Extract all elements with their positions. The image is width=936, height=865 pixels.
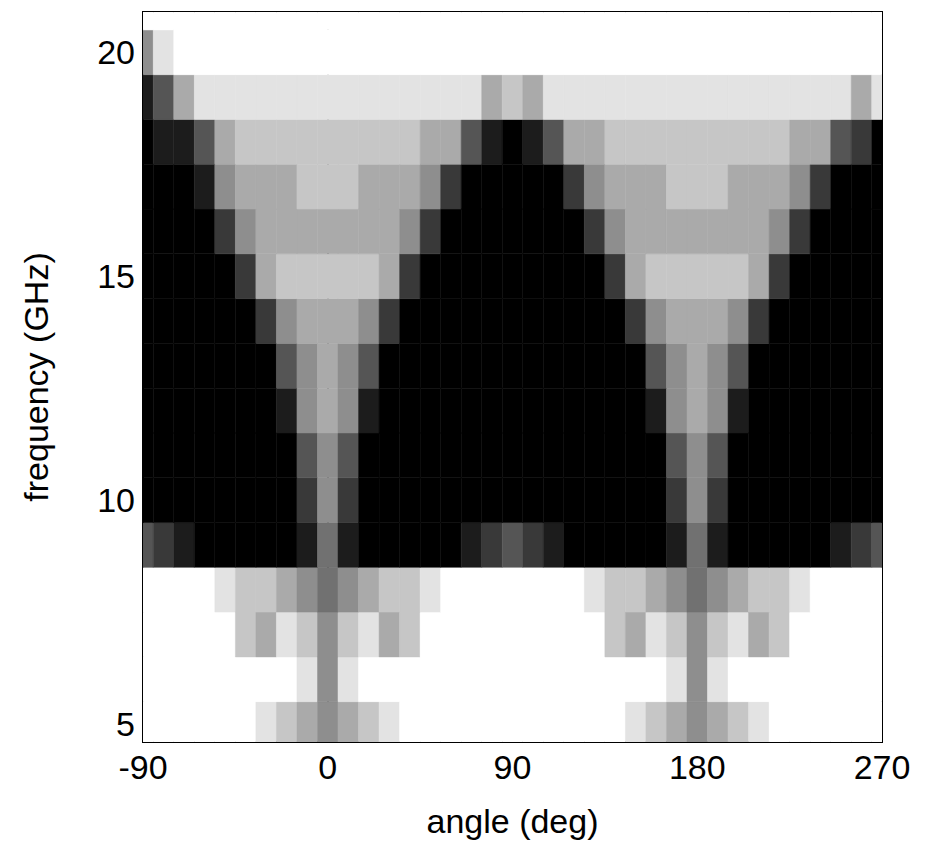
svg-text:-90: -90	[118, 748, 167, 786]
svg-text:15: 15	[97, 257, 135, 295]
svg-text:90: 90	[494, 748, 532, 786]
svg-text:angle (deg): angle (deg)	[426, 802, 598, 840]
svg-text:0: 0	[318, 748, 337, 786]
svg-text:20: 20	[97, 33, 135, 71]
svg-text:10: 10	[97, 481, 135, 519]
svg-text:frequency (GHz): frequency (GHz)	[17, 252, 55, 501]
svg-text:180: 180	[669, 748, 726, 786]
svg-text:5: 5	[116, 705, 135, 743]
svg-text:270: 270	[854, 748, 911, 786]
